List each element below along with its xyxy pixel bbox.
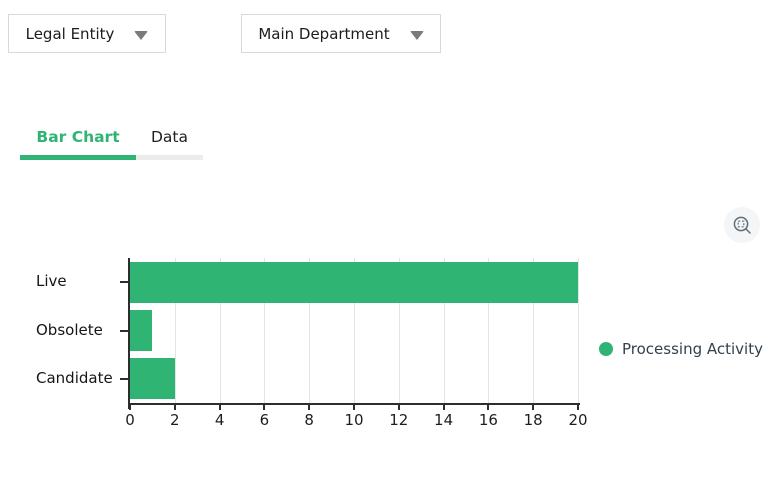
x-axis-tick-label: 10 <box>344 411 364 429</box>
x-axis-labels: 0 2 4 6 8 10 12 14 16 18 20 <box>125 411 587 431</box>
gridline <box>398 258 400 403</box>
category-label: Candidate <box>36 368 113 387</box>
main-department-dropdown-label: Main Department <box>258 24 390 43</box>
x-axis-tick <box>577 405 579 410</box>
y-axis-tick <box>120 281 128 284</box>
gridline <box>174 258 176 403</box>
x-axis-tick <box>129 405 131 410</box>
toolbox-zoom-button[interactable] <box>724 207 760 243</box>
gridline <box>443 258 445 403</box>
gridline <box>309 258 311 403</box>
gridline <box>578 258 579 403</box>
x-axis-tick <box>173 405 176 410</box>
x-axis-tick <box>397 405 400 410</box>
tab-data-label: Data <box>150 128 188 146</box>
x-axis-tick <box>442 405 445 410</box>
bar-live[interactable] <box>130 261 578 303</box>
x-axis-tick <box>218 405 221 410</box>
x-axis-ticks <box>129 405 579 411</box>
y-axis-tick <box>120 329 128 332</box>
y-axis-tick <box>120 377 128 380</box>
legend-marker-icon <box>599 342 613 356</box>
gridline <box>354 258 355 403</box>
legend-label: Processing Activity <box>622 340 763 358</box>
category-label: Obsolete <box>36 320 103 339</box>
bar-obsolete[interactable] <box>130 310 153 351</box>
x-axis-tick-label: 8 <box>304 411 314 429</box>
x-axis-tick <box>263 405 266 410</box>
legal-entity-dropdown-label: Legal Entity <box>25 24 115 43</box>
plot-area <box>130 258 579 403</box>
x-axis-tick-label: 18 <box>523 411 543 429</box>
x-axis-tick <box>532 405 535 410</box>
y-axis-line <box>128 258 130 409</box>
category-label: Live <box>36 272 67 291</box>
x-axis-tick-label: 4 <box>214 411 225 429</box>
y-axis-ticks <box>120 258 128 403</box>
x-axis-tick-label: 12 <box>389 411 409 429</box>
x-axis-tick-label: 0 <box>125 411 135 429</box>
x-axis-tick-label: 14 <box>434 411 454 429</box>
tab-bar-chart[interactable]: Bar Chart <box>20 119 136 160</box>
tab-data[interactable]: Data <box>136 119 203 160</box>
gridline <box>219 258 221 403</box>
x-axis-tick <box>487 405 490 410</box>
magnifier-zoom-icon <box>733 216 751 234</box>
gridline <box>264 258 266 403</box>
x-axis-tick-label: 2 <box>170 411 180 429</box>
bar-candidate[interactable] <box>130 358 175 400</box>
main-department-dropdown[interactable]: Main Department <box>241 14 441 53</box>
tab-bar-chart-label: Bar Chart <box>36 128 120 146</box>
gridline <box>488 258 490 403</box>
x-axis-tick <box>308 405 311 410</box>
x-axis-tick <box>353 405 355 410</box>
x-axis-tick-label: 20 <box>568 411 588 429</box>
tab-bar: Bar Chart Data <box>20 119 203 160</box>
gridline <box>533 258 535 403</box>
chevron-down-icon <box>134 30 149 40</box>
chevron-down-icon <box>409 30 424 40</box>
y-axis-category-labels: Live Obsolete Candidate <box>0 258 120 403</box>
x-axis-tick-label: 6 <box>259 411 270 429</box>
legal-entity-dropdown[interactable]: Legal Entity <box>8 14 166 53</box>
x-axis-line <box>128 403 580 405</box>
x-axis-tick-label: 16 <box>478 411 498 429</box>
chart-legend[interactable]: Processing Activity <box>599 340 763 358</box>
